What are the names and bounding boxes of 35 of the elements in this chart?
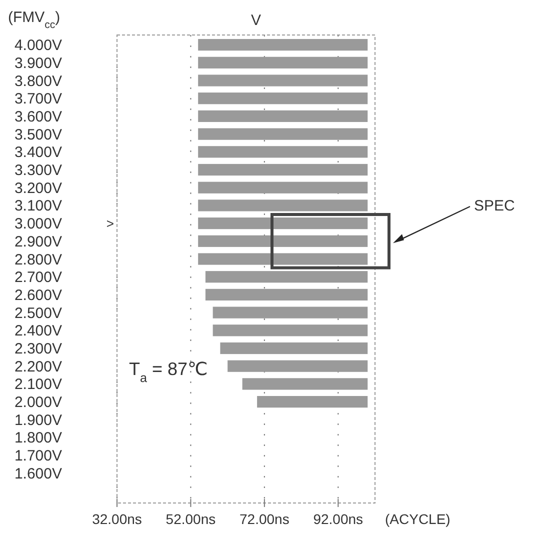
- x-axis-title: (ACYCLE): [385, 511, 450, 527]
- y-tick-label: 1.700V: [14, 448, 62, 465]
- y-tick-label: 2.000V: [14, 394, 62, 412]
- y-tick-label: 2.800V: [14, 251, 62, 268]
- y-tick-label: 3.200V: [14, 180, 62, 197]
- y-tick-label: 2.300V: [14, 340, 62, 358]
- y-axis-title: (FMV$_{cc}$): [8, 9, 60, 31]
- y-tick-label: 3.100V: [14, 198, 62, 215]
- y-tick-label: 1.800V: [14, 430, 62, 447]
- text: V: [250, 12, 262, 29]
- y-tick-label: 3.900V: [14, 54, 62, 72]
- y-tick-label: 3.000V: [14, 216, 62, 233]
- y-tick-label: 3.300V: [14, 162, 62, 179]
- x-tick-label: 92.00ns: [313, 511, 364, 527]
- y-tick-label: 3.700V: [14, 90, 62, 108]
- x-tick-label: 32.00ns: [92, 511, 142, 527]
- y-tick-label: 2.600V: [14, 286, 62, 304]
- y-tick-label: 3.800V: [14, 72, 62, 90]
- y-tick-label: 2.400V: [14, 322, 62, 340]
- y-tick-label: 3.500V: [14, 126, 62, 144]
- y-tick-label: 3.600V: [14, 108, 62, 126]
- y-tick-label: 3.400V: [14, 144, 62, 162]
- y-tick-label: 1.600V: [14, 465, 62, 482]
- y-tick-label: 2.900V: [14, 233, 62, 250]
- x-tick-label: 52.00ns: [166, 511, 216, 527]
- y-tick-label: 2.100V: [14, 376, 62, 394]
- y-tick-label: 2.700V: [14, 269, 62, 286]
- x-tick-label: 72.00ns: [240, 511, 290, 527]
- y-tick-label: 2.200V: [14, 358, 62, 376]
- text: SPEC: [474, 198, 516, 214]
- y-tick-label: 2.500V: [14, 304, 62, 322]
- y-tick-label: 4.000V: [14, 37, 62, 54]
- text: >: [106, 216, 114, 231]
- annotation: T$_{a}$ = 87℃: [129, 358, 208, 385]
- y-tick-label: 1.900V: [14, 412, 62, 429]
